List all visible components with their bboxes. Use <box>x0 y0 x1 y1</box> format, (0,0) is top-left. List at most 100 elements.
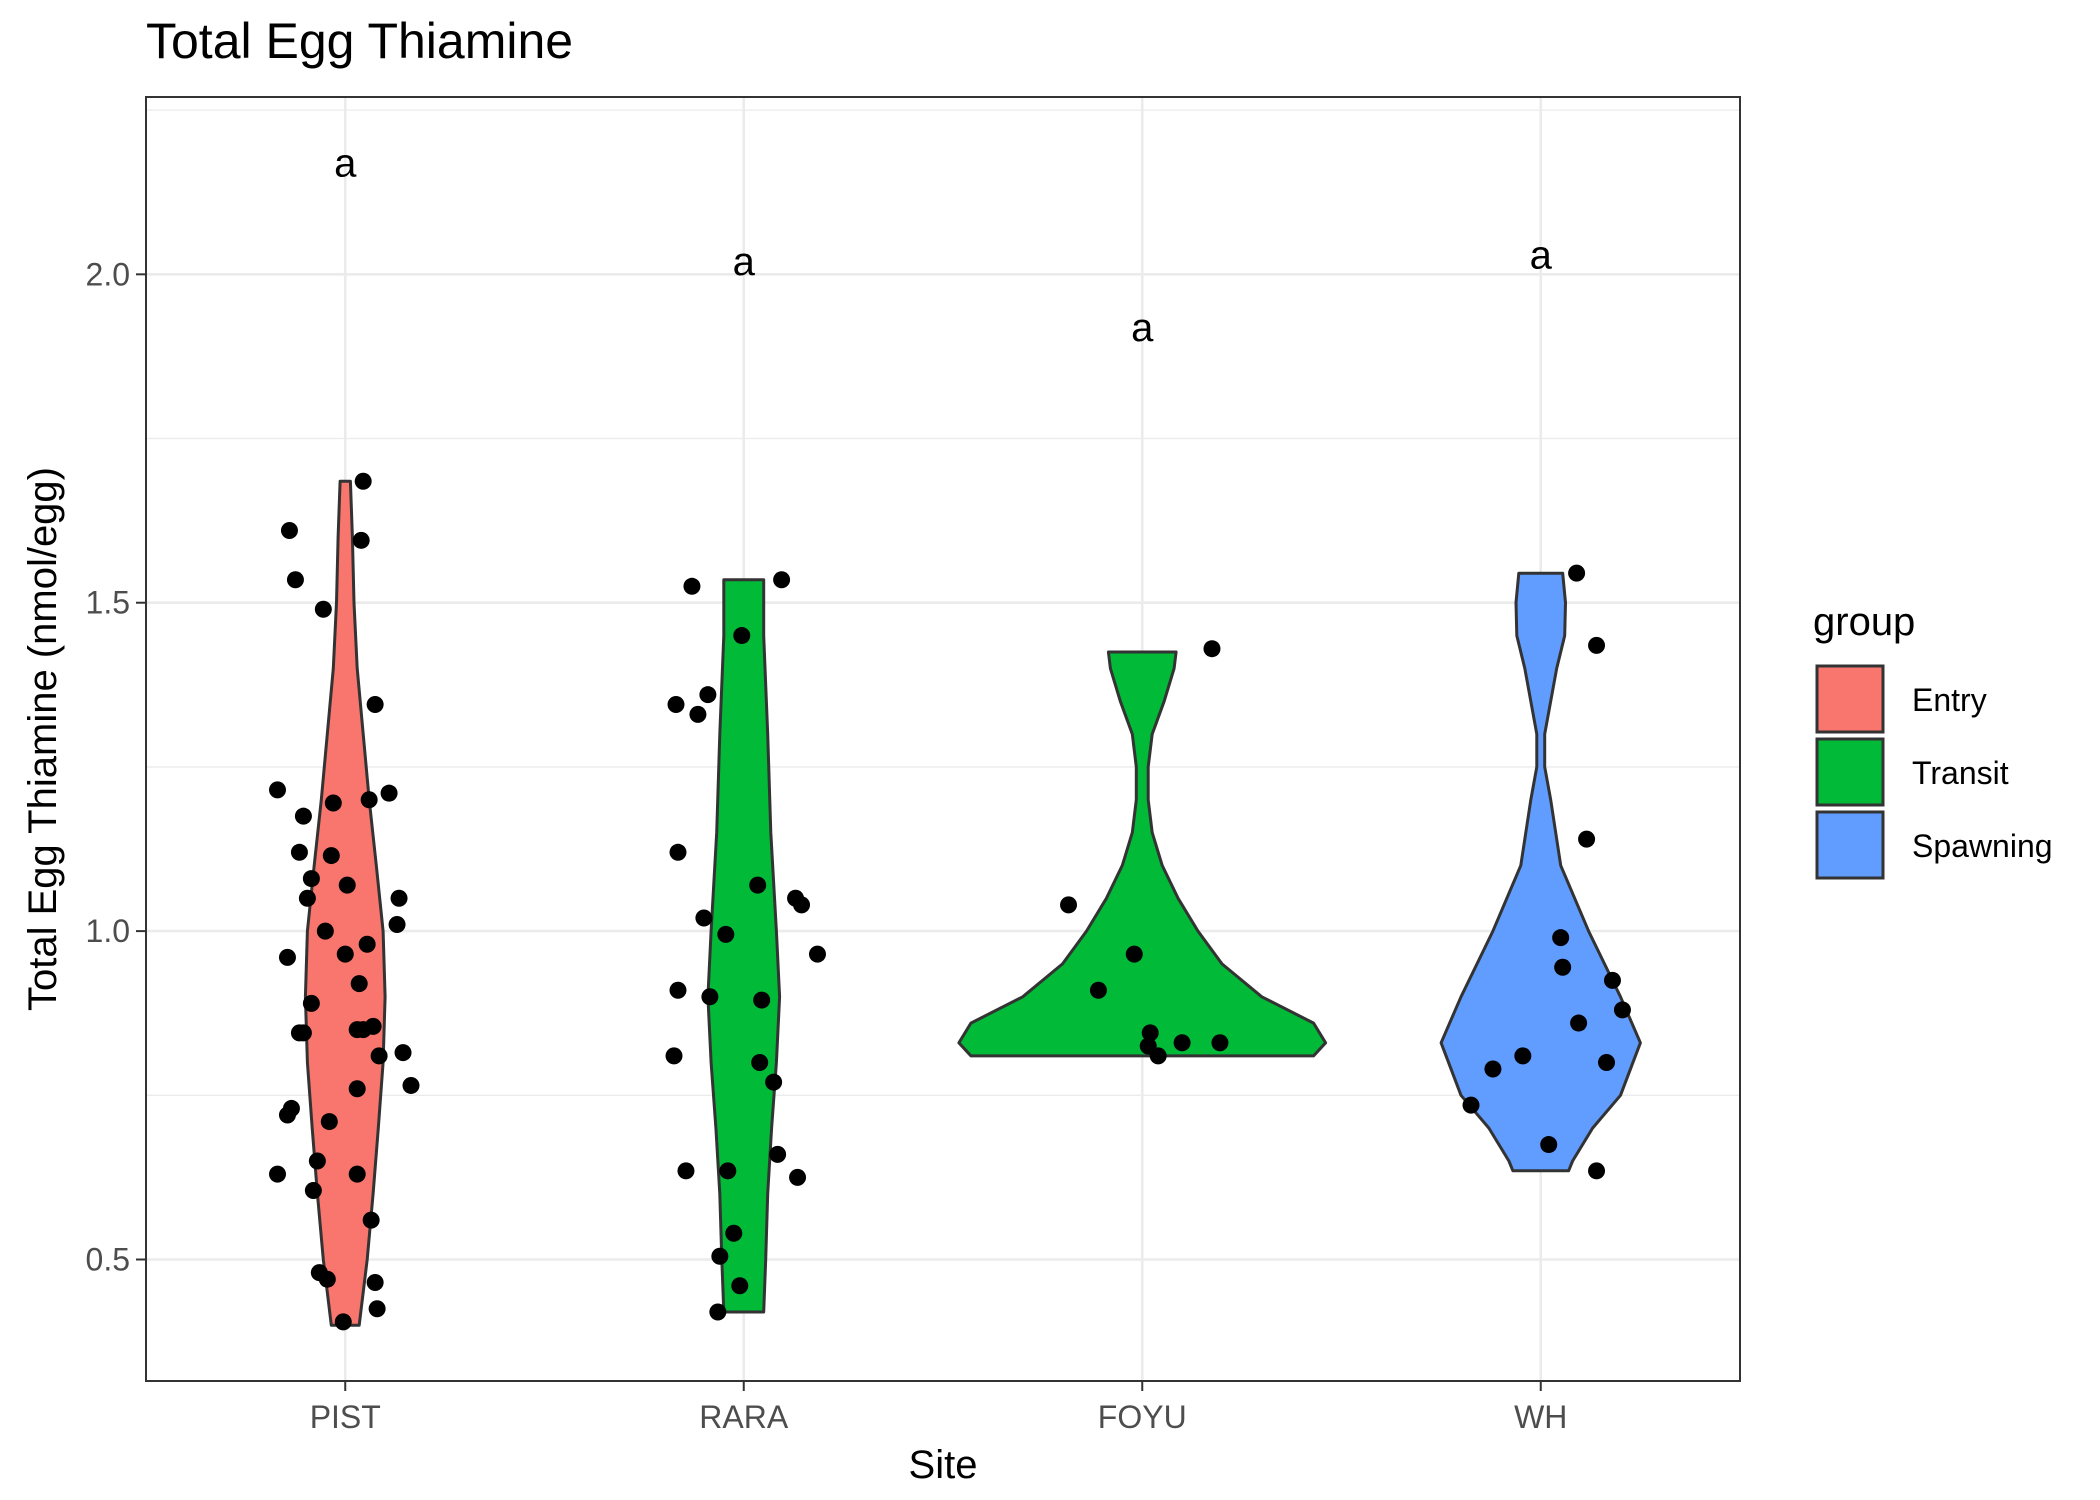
data-point <box>316 922 334 940</box>
significance-letters: a a a a <box>334 142 1553 350</box>
data-point <box>388 916 406 934</box>
legend-title: group <box>1813 600 1915 644</box>
legend-key-spawning <box>1815 810 1885 880</box>
data-point <box>294 807 312 825</box>
data-point <box>1211 1034 1229 1052</box>
data-point <box>667 696 685 714</box>
data-point <box>769 1145 787 1163</box>
data-point <box>1203 640 1221 658</box>
data-point <box>318 1270 336 1288</box>
data-point <box>390 889 408 907</box>
x-axis: PIST RARA FOYU WH <box>310 1381 1567 1435</box>
data-point <box>719 1162 737 1180</box>
x-tick-label: RARA <box>699 1399 789 1435</box>
violin-wh <box>1439 571 1642 1173</box>
data-point <box>669 843 687 861</box>
data-point <box>314 600 332 618</box>
data-point <box>749 876 767 894</box>
data-point <box>789 1168 807 1186</box>
data-point <box>354 1021 372 1039</box>
data-point <box>1540 1136 1558 1154</box>
data-point <box>354 472 372 490</box>
data-point <box>725 1224 743 1242</box>
data-point <box>669 981 687 999</box>
data-point <box>1588 1162 1606 1180</box>
data-point <box>352 531 370 549</box>
data-point <box>320 1113 338 1131</box>
data-point <box>304 1182 322 1200</box>
data-point <box>350 975 368 993</box>
significance-letter: a <box>1131 306 1154 350</box>
data-point <box>1578 830 1596 848</box>
data-point <box>1089 981 1107 999</box>
legend-label: Entry <box>1912 682 1987 718</box>
data-point <box>1173 1034 1191 1052</box>
data-point <box>665 1047 683 1065</box>
data-point <box>298 889 316 907</box>
data-point <box>689 705 707 723</box>
legend-label: Spawning <box>1912 828 2053 864</box>
data-point <box>348 1080 366 1098</box>
chart-title: Total Egg Thiamine <box>146 13 573 69</box>
data-point <box>1603 971 1621 989</box>
data-point <box>753 991 771 1009</box>
plot-background <box>146 97 1740 1381</box>
y-tick-label: 1.0 <box>86 913 130 949</box>
data-point <box>1462 1096 1480 1114</box>
data-point <box>336 945 354 963</box>
data-point <box>808 945 826 963</box>
data-point <box>322 847 340 865</box>
data-point <box>366 1273 384 1291</box>
data-point <box>699 686 717 704</box>
data-point <box>358 935 376 953</box>
legend: group Entry Transit Spawning <box>1813 600 2053 880</box>
data-points <box>269 472 1631 1331</box>
data-point <box>1125 945 1143 963</box>
data-point <box>334 1313 352 1331</box>
data-point <box>338 876 356 894</box>
data-point <box>731 1277 749 1295</box>
data-point <box>278 948 296 966</box>
data-point <box>695 909 713 927</box>
data-point <box>1570 1014 1588 1032</box>
violin-foyu <box>957 650 1328 1058</box>
data-point <box>370 1047 388 1065</box>
y-tick-label: 2.0 <box>86 256 130 292</box>
data-point <box>1060 896 1078 914</box>
data-point <box>280 521 298 539</box>
data-point <box>366 696 384 714</box>
x-tick-label: FOYU <box>1098 1399 1187 1435</box>
legend-key-transit <box>1815 737 1885 807</box>
y-tick-label: 0.5 <box>86 1241 130 1277</box>
data-point <box>1568 564 1586 582</box>
data-point <box>1613 1001 1631 1019</box>
y-axis-title: Total Egg Thiamine (nmol/egg) <box>21 467 65 1011</box>
data-point <box>290 843 308 861</box>
data-point <box>701 988 719 1006</box>
data-point <box>302 870 320 888</box>
data-point <box>709 1303 727 1321</box>
data-point <box>360 791 378 809</box>
x-tick-label: WH <box>1514 1399 1567 1435</box>
significance-letter: a <box>334 142 357 186</box>
y-axis: 0.5 1.0 1.5 2.0 <box>86 256 146 1277</box>
data-point <box>793 896 811 914</box>
y-tick-label: 1.5 <box>86 585 130 621</box>
data-point <box>1588 636 1606 654</box>
data-point <box>368 1300 386 1318</box>
data-point <box>348 1165 366 1183</box>
data-point <box>717 925 735 943</box>
data-point <box>733 627 751 645</box>
data-point <box>394 1044 412 1062</box>
legend-label: Transit <box>1912 755 2009 791</box>
data-point <box>677 1162 695 1180</box>
data-point <box>765 1073 783 1091</box>
data-point <box>1149 1047 1167 1065</box>
data-point <box>380 784 398 802</box>
data-point <box>290 1024 308 1042</box>
data-point <box>683 577 701 595</box>
data-point <box>1141 1024 1159 1042</box>
data-point <box>362 1211 380 1229</box>
data-point <box>711 1247 729 1265</box>
